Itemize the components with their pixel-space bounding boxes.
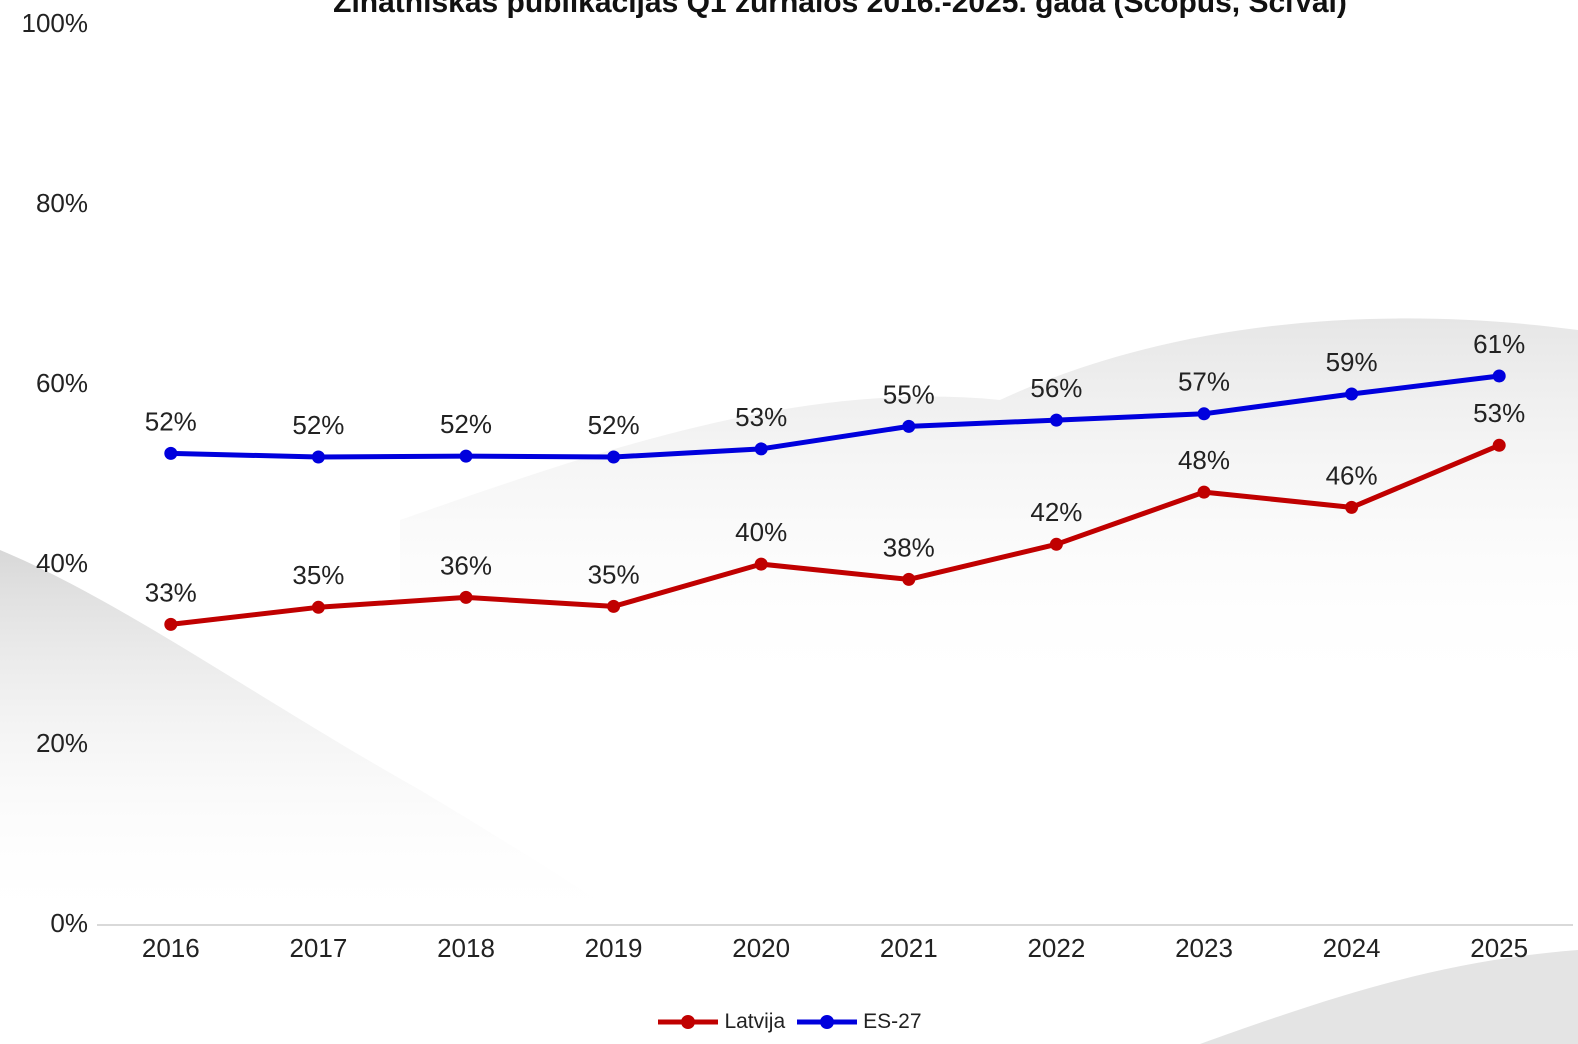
data-point xyxy=(164,618,177,631)
x-tick-label: 2020 xyxy=(732,933,790,963)
legend-item: Latvija xyxy=(656,1010,785,1034)
x-tick-label: 2016 xyxy=(142,933,200,963)
data-point xyxy=(460,450,473,463)
data-label: 52% xyxy=(440,409,492,439)
x-tick-label: 2022 xyxy=(1027,933,1085,963)
x-tick-label: 2024 xyxy=(1323,933,1381,963)
data-point xyxy=(607,451,620,464)
data-label: 57% xyxy=(1178,367,1230,397)
chart: 0% 20% 40% 60% 80% 100% 2016 2017 2018 2019 2020 20… xyxy=(0,0,1578,1044)
data-label: 52% xyxy=(292,410,344,440)
y-tick-label: 20% xyxy=(36,728,88,758)
x-tick-label: 2023 xyxy=(1175,933,1233,963)
y-tick-label: 80% xyxy=(36,188,88,218)
data-label: 52% xyxy=(145,406,197,436)
data-label: 38% xyxy=(883,532,935,562)
data-label: 59% xyxy=(1326,347,1378,377)
data-point xyxy=(1050,538,1063,551)
x-tick-label: 2017 xyxy=(289,933,347,963)
legend-label: Latvija xyxy=(724,1010,785,1034)
y-tick-label: 40% xyxy=(36,548,88,578)
legend-icon xyxy=(795,1012,859,1032)
data-point xyxy=(1198,486,1211,499)
data-point xyxy=(1050,414,1063,427)
x-tick-label: 2021 xyxy=(880,933,938,963)
legend-icon xyxy=(656,1012,720,1032)
background-mountain xyxy=(400,318,1578,700)
data-label: 46% xyxy=(1326,460,1378,490)
x-tick-label: 2025 xyxy=(1470,933,1528,963)
legend-marker xyxy=(820,1015,834,1029)
legend-marker xyxy=(681,1015,695,1029)
chart-title: Zinātniskās publikācijas Q1 žurnālos 201… xyxy=(190,0,1490,22)
y-tick-label: 60% xyxy=(36,368,88,398)
data-label: 42% xyxy=(1030,497,1082,527)
data-point xyxy=(755,558,768,571)
data-label: 53% xyxy=(735,402,787,432)
data-point xyxy=(902,420,915,433)
x-tick-label: 2019 xyxy=(585,933,643,963)
data-label: 55% xyxy=(883,379,935,409)
data-label: 33% xyxy=(145,577,197,607)
data-label: 61% xyxy=(1473,329,1525,359)
data-label: 56% xyxy=(1030,373,1082,403)
data-point xyxy=(607,600,620,613)
data-point xyxy=(1493,370,1506,383)
data-label: 40% xyxy=(735,517,787,547)
legend-item: ES-27 xyxy=(795,1010,921,1034)
data-point xyxy=(902,573,915,586)
data-point xyxy=(312,601,325,614)
data-point xyxy=(1345,388,1358,401)
data-label: 35% xyxy=(588,559,640,589)
data-point xyxy=(460,591,473,604)
y-tick-label: 100% xyxy=(22,8,89,38)
data-point xyxy=(1198,407,1211,420)
legend-label: ES-27 xyxy=(863,1010,921,1034)
y-tick-label: 0% xyxy=(50,908,88,938)
data-label: 35% xyxy=(292,560,344,590)
legend: Latvija ES-27 xyxy=(0,1010,1578,1034)
data-point xyxy=(755,442,768,455)
data-point xyxy=(1345,501,1358,514)
data-label: 48% xyxy=(1178,445,1230,475)
data-label: 52% xyxy=(588,410,640,440)
data-label: 53% xyxy=(1473,398,1525,428)
data-point xyxy=(164,447,177,460)
data-point xyxy=(1493,439,1506,452)
data-label: 36% xyxy=(440,550,492,580)
page: {"chart_data": { "type": "line", "title"… xyxy=(0,0,1578,1044)
data-point xyxy=(312,451,325,464)
x-tick-label: 2018 xyxy=(437,933,495,963)
